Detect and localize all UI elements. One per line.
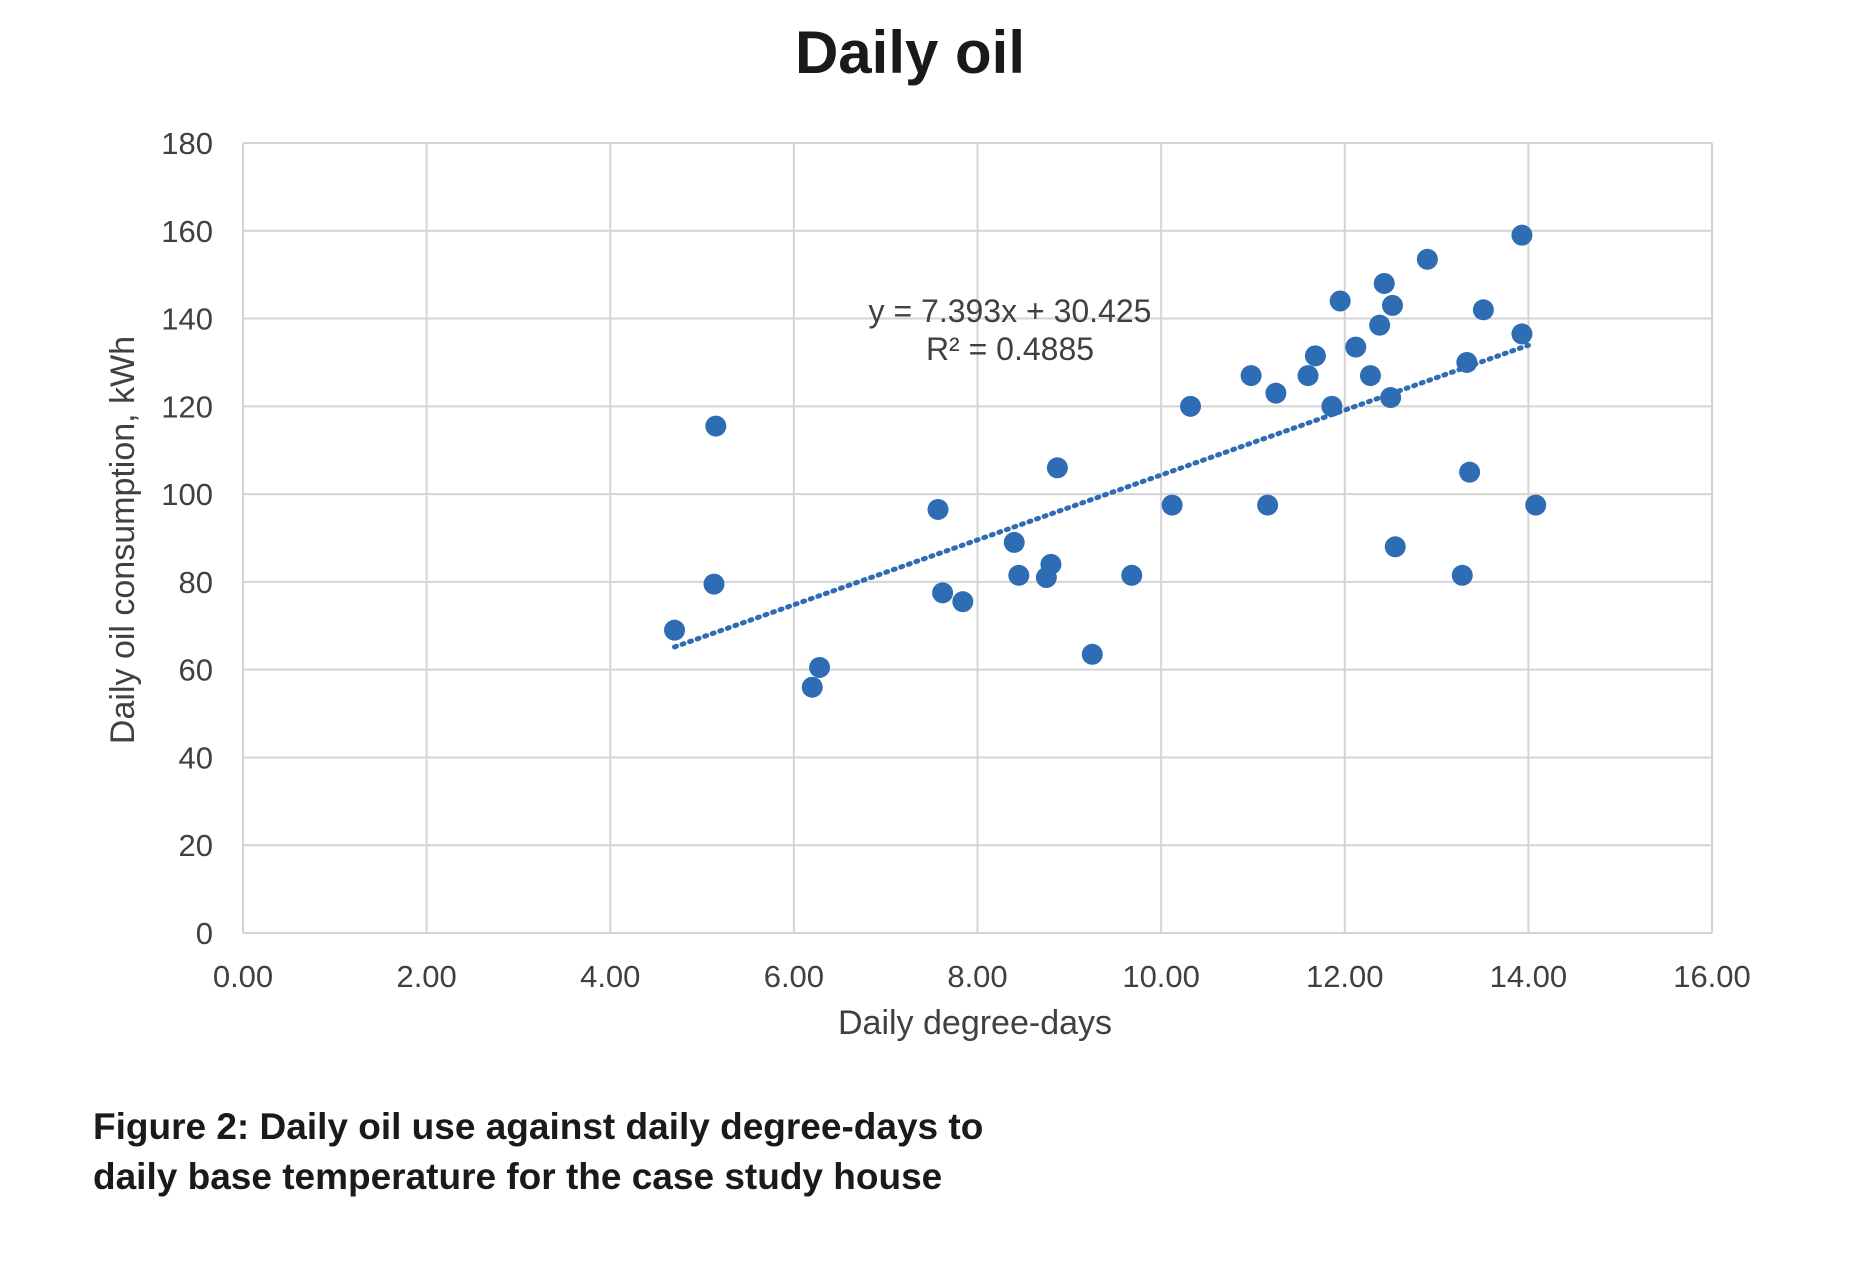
y-tick-label: 80 [179, 565, 213, 600]
data-point [1456, 351, 1478, 373]
x-tick-label: 14.00 [1490, 959, 1568, 994]
x-tick-label: 8.00 [947, 959, 1007, 994]
data-point [1384, 536, 1406, 558]
data-point [809, 656, 831, 678]
x-tick-labels: 0.00 2.00 4.00 6.00 8.00 10.00 12.00 14.00 16.00 [213, 959, 1751, 994]
caption-line-2: daily base temperature for the case stud… [93, 1156, 943, 1197]
data-point [927, 498, 949, 520]
data-point [1297, 365, 1319, 387]
data-point [1121, 564, 1143, 586]
x-tick-label: 10.00 [1122, 959, 1200, 994]
data-point [1040, 553, 1062, 575]
data-point [1373, 272, 1395, 294]
y-tick-label: 60 [179, 653, 213, 688]
data-point [1380, 387, 1402, 409]
x-tick-label: 6.00 [764, 959, 824, 994]
y-tick-labels: 0 20 40 60 80 100 120 140 160 180 [161, 126, 213, 951]
data-point [1525, 494, 1547, 516]
x-tick-label: 16.00 [1673, 959, 1751, 994]
data-point [1369, 314, 1391, 336]
data-point [1321, 395, 1343, 417]
data-point [1180, 395, 1202, 417]
x-tick-label: 2.00 [396, 959, 456, 994]
data-points [664, 224, 1547, 698]
data-point [1161, 494, 1183, 516]
data-point [1511, 323, 1533, 345]
chart-title: Daily oil [794, 19, 1026, 86]
data-point [1240, 365, 1262, 387]
data-point [801, 676, 823, 698]
figure-caption: Figure 2: Daily oil use against daily de… [93, 1102, 1193, 1202]
data-point [1329, 290, 1351, 312]
y-tick-label: 0 [196, 916, 213, 951]
trendline [672, 342, 1531, 650]
caption-line-1: Figure 2: Daily oil use against daily de… [93, 1106, 984, 1147]
data-point [952, 591, 974, 613]
data-point [1304, 345, 1326, 367]
x-tick-label: 4.00 [580, 959, 640, 994]
data-point [1451, 564, 1473, 586]
data-point [1359, 365, 1381, 387]
data-point [1416, 248, 1438, 270]
y-tick-label: 140 [161, 302, 213, 337]
y-tick-label: 120 [161, 389, 213, 424]
data-point [1345, 336, 1367, 358]
data-point [1046, 457, 1068, 479]
data-point [1008, 564, 1030, 586]
y-tick-label: 180 [161, 126, 213, 161]
y-tick-label: 100 [161, 477, 213, 512]
x-axis-label: Daily degree-days [838, 1004, 1112, 1042]
y-tick-label: 40 [179, 740, 213, 775]
data-point [1265, 382, 1287, 404]
data-point [1003, 531, 1025, 553]
data-point [1459, 461, 1481, 483]
data-point [1472, 299, 1494, 321]
data-point [1081, 643, 1103, 665]
x-tick-label: 12.00 [1306, 959, 1384, 994]
y-tick-label: 160 [161, 214, 213, 249]
y-axis-label: Daily oil consumption, kWh [104, 336, 142, 744]
trendline-equation: y = 7.393x + 30.425 [869, 293, 1152, 329]
y-tick-label: 20 [179, 828, 213, 863]
data-point [664, 619, 686, 641]
data-point [1257, 494, 1279, 516]
data-point [932, 582, 954, 604]
data-point [705, 415, 727, 437]
trendline-r-squared: R² = 0.4885 [926, 331, 1094, 367]
data-point [1511, 224, 1533, 246]
scatter-chart: 0.00 2.00 4.00 6.00 8.00 10.00 12.00 14.00 16.00… [104, 126, 1751, 1042]
grid-lines [242, 142, 1713, 934]
x-tick-label: 0.00 [213, 959, 273, 994]
data-point [1381, 294, 1403, 316]
data-point [703, 573, 725, 595]
